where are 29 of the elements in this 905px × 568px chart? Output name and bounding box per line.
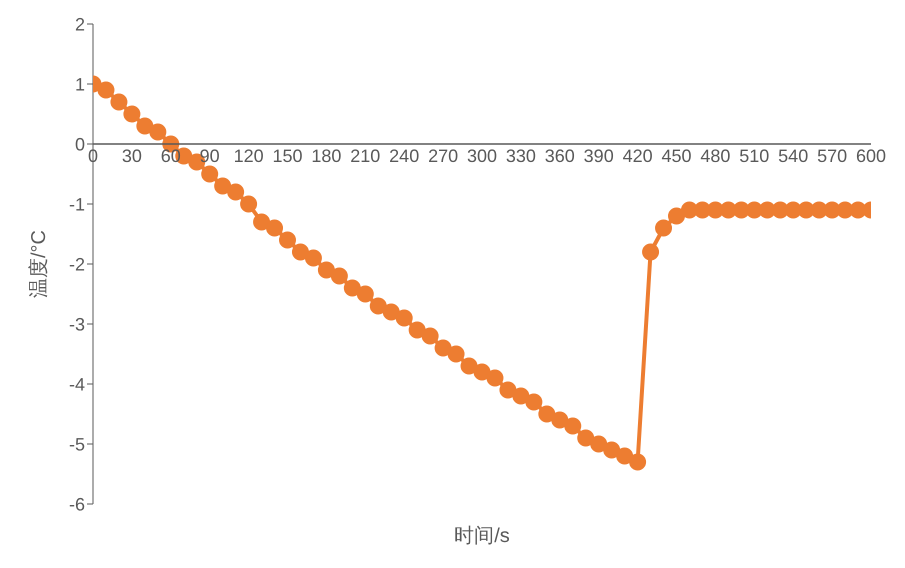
x-tick-label: 30 [122,146,142,166]
x-tick-label: 120 [234,146,264,166]
x-tick-label: 480 [700,146,730,166]
x-tick-label: 600 [856,146,886,166]
x-tick-label: 90 [200,146,220,166]
y-tick-label: -4 [68,374,85,394]
y-tick-label: -5 [68,434,85,454]
x-tick-label: 270 [428,146,458,166]
y-axis-title: 温度/°C [28,230,50,298]
y-tick-label: -2 [68,254,85,274]
x-tick-label: 330 [506,146,536,166]
x-tick-label: 300 [466,146,498,166]
x-tick-label: 180 [311,146,342,166]
x-tick-label: 360 [544,146,575,166]
x-tick-label: 150 [272,146,303,166]
x-axis-title: 时间/s [454,525,510,547]
y-tick-label: -3 [68,314,85,334]
x-tick-label: 540 [778,146,808,166]
y-tick-label: 2 [74,14,85,34]
y-tick-label: -1 [68,194,85,214]
x-tick-label: 450 [661,146,692,166]
x-tick-label: 570 [817,146,848,166]
x-tick-label: 210 [350,146,380,166]
x-tick-label: 420 [622,146,653,166]
x-tick-label: 240 [389,146,420,166]
y-tick-label: -6 [68,494,85,514]
y-tick-label: 1 [74,74,85,94]
x-tick-label: 510 [739,146,770,166]
x-tick-label: 390 [584,146,614,166]
